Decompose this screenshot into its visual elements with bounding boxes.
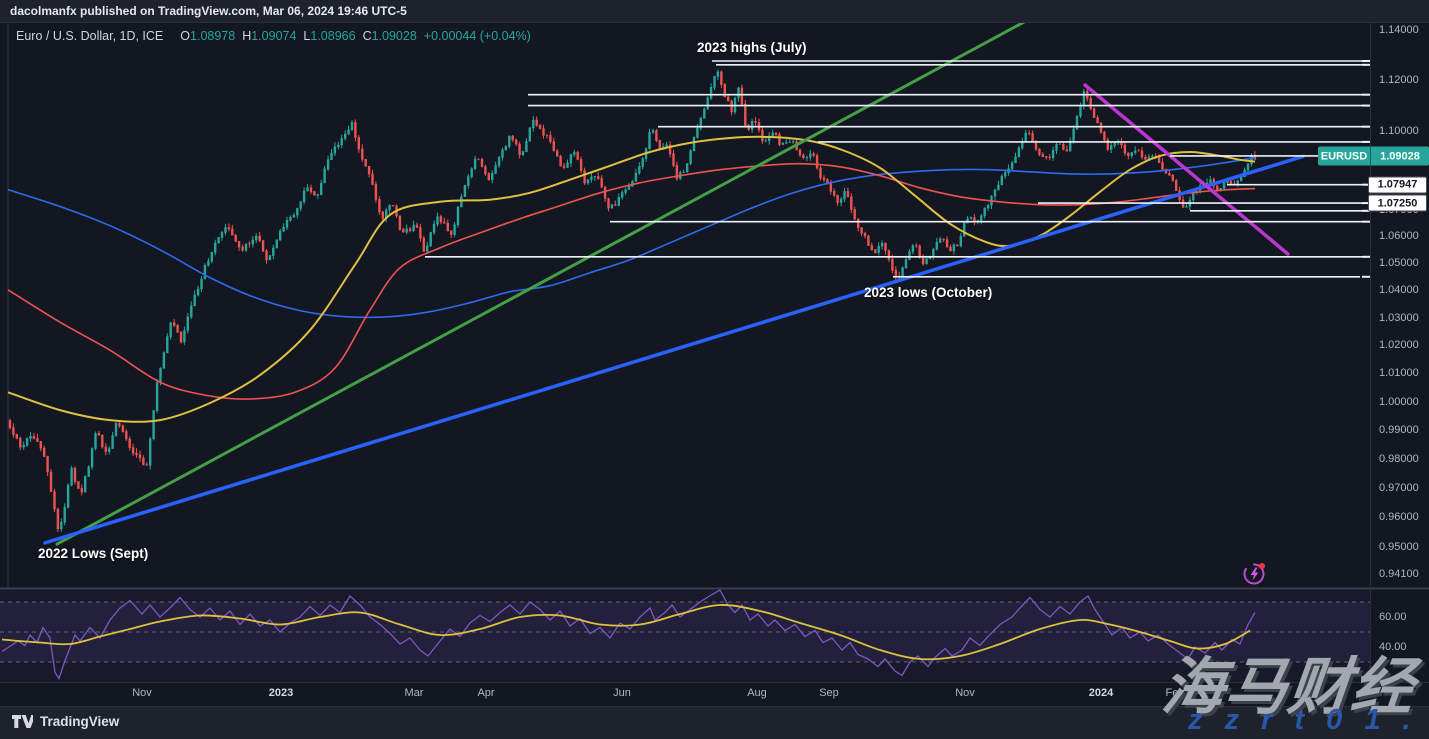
- boost-lightning-icon: [1242, 560, 1268, 586]
- tradingview-logo-link[interactable]: TradingView: [12, 714, 119, 729]
- footer-bar: TradingView: [0, 706, 1429, 739]
- price-axis-label: 1.05000: [1379, 257, 1419, 270]
- price-axis-label: 1.00000: [1379, 395, 1419, 408]
- tradingview-logo-text: TradingView: [40, 714, 120, 729]
- price-axis-label: 1.04000: [1379, 284, 1419, 297]
- horizontal-levels: [425, 60, 1370, 278]
- price-axis[interactable]: 1.140001.120001.100001.070001.060001.050…: [1370, 23, 1429, 682]
- price-axis-label: 0.96000: [1379, 511, 1419, 524]
- ohlc-value: 1.09028: [371, 29, 417, 43]
- ohlc-values: O1.08978 H1.09074 L1.08966 C1.09028: [173, 29, 417, 43]
- symbol-description: Euro / U.S. Dollar, 1D, ICE: [16, 29, 164, 43]
- price-axis-label: 1.03000: [1379, 311, 1419, 324]
- time-axis-label: 2024: [1088, 687, 1114, 699]
- watermark-url-text: z z r t 0 1 . c n: [1188, 704, 1429, 736]
- time-axis-label: 2023: [268, 687, 294, 699]
- badge-divider: [1370, 146, 1371, 166]
- annotation-2023-highs: 2023 highs (July): [697, 40, 807, 55]
- time-axis-label: Apr: [477, 687, 495, 699]
- price-axis-label: 0.99000: [1379, 424, 1419, 437]
- ohlc-value: 1.08978: [190, 29, 236, 43]
- time-axis-label: Nov: [955, 687, 975, 699]
- time-axis-label: Sep: [819, 687, 839, 699]
- time-axis-label: Nov: [132, 687, 152, 699]
- rsi-indicator: [1, 589, 1256, 680]
- price-axis-label: 1.10000: [1379, 125, 1419, 138]
- price-axis-label: 0.98000: [1379, 452, 1419, 465]
- publish-info-bar: dacolmanfx published on TradingView.com,…: [0, 0, 1429, 23]
- ohlc-letter: H: [242, 29, 252, 43]
- moving-averages: [7, 135, 1256, 423]
- last-price-value: 1.09028: [1380, 150, 1420, 163]
- ohlc-letter: O: [180, 29, 191, 43]
- ohlc-value: 1.08966: [310, 29, 356, 43]
- publish-info-text: dacolmanfx published on TradingView.com,…: [10, 4, 407, 18]
- time-axis-label: Mar: [404, 687, 424, 699]
- price-axis-label: 1.12000: [1379, 74, 1419, 87]
- price-axis-label: 1.06000: [1379, 230, 1419, 243]
- time-axis-label: Aug: [747, 687, 767, 699]
- price-axis-label: 1.02000: [1379, 339, 1419, 352]
- time-axis[interactable]: Nov 2023 Mar Apr Jun Aug Sep Nov 2024 Feb Apr: [0, 683, 1370, 705]
- price-axis-label: 1.01000: [1379, 367, 1419, 380]
- last-price-symbol: EURUSD: [1320, 150, 1368, 163]
- price-axis-label: 0.95000: [1379, 541, 1419, 554]
- ohlc-letter: C: [362, 29, 372, 43]
- time-axis-label: Feb: [1165, 687, 1185, 699]
- last-price-badge: EURUSD 1.09028: [1318, 146, 1429, 166]
- candlesticks: [8, 69, 1257, 532]
- rsi-axis-label: 60.00: [1379, 611, 1407, 623]
- pane-frame: [0, 23, 1429, 683]
- symbol-legend[interactable]: Euro / U.S. Dollar, 1D, ICE O1.08978 H1.09…: [16, 29, 531, 43]
- ohlc-value: 1.09074: [251, 29, 297, 43]
- tradingview-logo-icon: [12, 715, 33, 728]
- rsi-axis-label: 40.00: [1379, 641, 1407, 653]
- annotation-2022-lows: 2022 Lows (Sept): [38, 546, 149, 561]
- annotation-2023-lows: 2023 lows (October): [864, 285, 993, 300]
- price-axis-label: 1.14000: [1379, 24, 1419, 36]
- trendlines: [43, 20, 1305, 546]
- level-price-badge-2: 1.07250: [1368, 194, 1427, 212]
- change-value: +0.00044 (+0.04%): [423, 29, 531, 43]
- time-axis-label: Jun: [613, 687, 631, 699]
- time-axis-label: Apr: [1301, 687, 1319, 699]
- level-price-badge-1: 1.07947: [1368, 176, 1427, 194]
- price-axis-label: 0.94100: [1379, 568, 1419, 581]
- price-axis-label: 0.97000: [1379, 481, 1419, 494]
- ohlc-letter: L: [303, 29, 311, 43]
